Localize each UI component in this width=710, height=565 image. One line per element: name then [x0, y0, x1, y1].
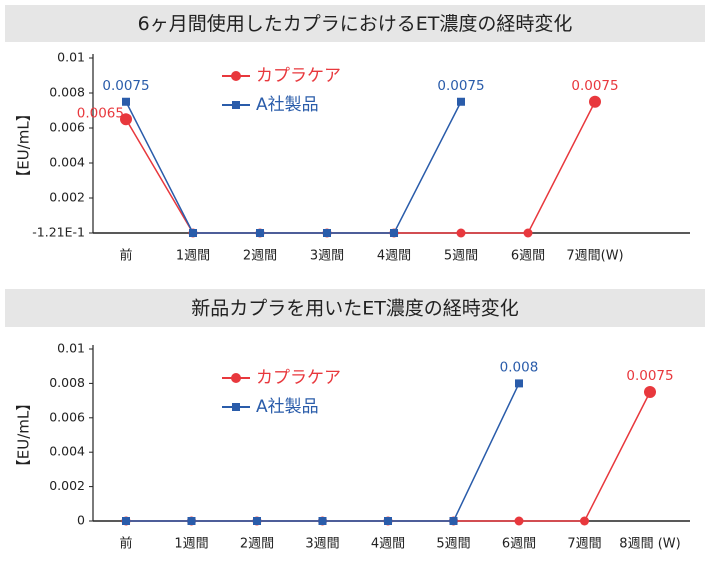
x-tick-label: 5週間 [444, 249, 478, 264]
x-tick-label: 4週間 [377, 249, 411, 264]
x-tick-label: 前 [119, 536, 132, 552]
data-label: 0.0075 [626, 368, 673, 384]
y-tick-label: 0.004 [49, 444, 85, 459]
marker [644, 386, 656, 398]
legend-marker [231, 373, 241, 383]
y-tick-label: 0.006 [49, 409, 85, 424]
x-tick-label: 7週間 [567, 537, 601, 552]
y-tick-label: 0.004 [49, 155, 85, 170]
marker [589, 95, 601, 108]
marker [580, 516, 589, 526]
marker [515, 379, 523, 388]
x-tick-label: 前 [119, 248, 132, 264]
y-tick-label: 0.008 [49, 85, 85, 100]
chart-title: 新品カプラを用いたET濃度の経時変化 [191, 298, 519, 320]
y-axis-label: 【EU/mL】 [15, 106, 33, 184]
data-label: 0.0075 [102, 78, 149, 94]
y-tick-label: 0.006 [49, 120, 85, 135]
data-label: 0.0075 [571, 78, 618, 94]
marker [318, 517, 327, 525]
y-tick-label: 0.002 [49, 478, 85, 493]
x-tick-label: 8週間 (W) [619, 537, 680, 552]
marker [514, 516, 524, 526]
data-label: 0.008 [500, 359, 539, 375]
marker [390, 229, 398, 237]
x-tick-label: 2週間 [243, 249, 277, 264]
marker [189, 229, 197, 237]
title-band [5, 5, 705, 42]
marker [120, 113, 132, 126]
series-line [126, 383, 520, 522]
x-tick-label: 6週間 [502, 537, 536, 552]
marker [122, 97, 130, 106]
chart-title: 6ヶ月間使用したカプラにおけるET濃度の経時変化 [138, 13, 573, 35]
legend-marker [232, 101, 240, 109]
marker [449, 517, 458, 525]
y-tick-label: 0.008 [49, 375, 85, 390]
marker [457, 97, 465, 106]
data-label: 0.0065 [77, 105, 124, 121]
data-label: 0.0075 [437, 78, 484, 94]
x-tick-label: 6週間 [511, 249, 545, 264]
legend-label: A社製品 [256, 397, 319, 417]
marker [256, 229, 264, 237]
marker [187, 517, 196, 525]
x-tick-label: 7週間(W) [566, 249, 623, 264]
y-tick-label: 0.002 [49, 190, 85, 205]
y-tick-label: 0.01 [57, 50, 85, 65]
legend-label: A社製品 [256, 95, 319, 115]
y-axis-label: 【EU/mL】 [15, 396, 33, 474]
marker [384, 517, 392, 525]
x-tick-label: 3週間 [310, 249, 344, 264]
title-band [5, 289, 705, 327]
x-tick-label: 1週間 [174, 537, 208, 552]
x-tick-label: 1週間 [176, 249, 210, 264]
legend-marker [232, 403, 240, 411]
x-tick-label: 4週間 [371, 537, 405, 552]
series-line [126, 391, 651, 522]
y-tick-label: 0.01 [57, 341, 85, 356]
series-line [125, 101, 462, 234]
y-tick-label: 0 [77, 513, 85, 528]
x-tick-label: 2週間 [240, 537, 274, 552]
series-line [125, 101, 596, 234]
marker [523, 228, 533, 238]
y-tick-label: -1.21E-1 [32, 225, 85, 240]
marker [456, 228, 466, 238]
legend-label: カプラケア [256, 66, 341, 86]
legend-marker [231, 71, 241, 81]
x-tick-label: 3週間 [305, 537, 339, 552]
x-tick-label: 5週間 [436, 537, 470, 552]
marker [253, 517, 261, 525]
marker [122, 517, 130, 525]
marker [323, 229, 331, 237]
legend-label: カプラケア [256, 368, 341, 388]
